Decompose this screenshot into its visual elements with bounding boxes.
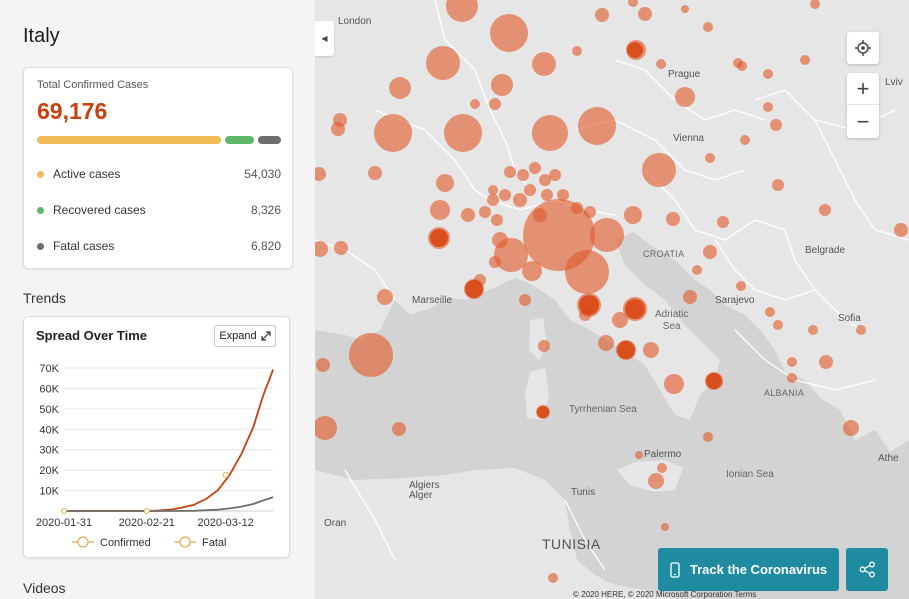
locate-icon (855, 40, 871, 56)
map-label-prague: Prague (668, 69, 701, 80)
y-tick-label: 60K (39, 383, 59, 395)
map-label-tunis: Tunis (571, 487, 596, 498)
case-bubbles (315, 0, 908, 583)
active-cases-value: 54,030 (244, 167, 281, 181)
data-point-marker (222, 471, 229, 478)
spread-over-time-card: Spread Over Time Expand 10K 20K 30K 40K 50K 6… (23, 316, 290, 558)
chevron-left-icon: ◀ (321, 34, 328, 43)
map-label-oran: Oran (324, 518, 347, 529)
zoom-in-button[interactable]: + (847, 73, 879, 105)
map-label-sarajevo: Sarajevo (715, 295, 755, 306)
track-coronavirus-button[interactable]: Track the Coronavirus (658, 548, 839, 591)
map-label-tunisia: TUNISIA (542, 536, 601, 552)
trends-section-title: Trends (23, 290, 67, 306)
map-label-tyrrhenian-sea: Tyrrhenian Sea (569, 404, 637, 415)
fatal-cases-row: Fatal cases 6,820 (37, 238, 281, 256)
map-label-vienna: Vienna (673, 133, 704, 144)
map-label-sofia: Sofia (838, 313, 861, 324)
spread-line-chart: 10K 20K 30K 40K 50K 60K 70K 2020-01-31 2020-02-2… (36, 363, 274, 549)
fatal-cases-value: 6,820 (250, 239, 281, 253)
country-title: Italy (23, 25, 60, 47)
recovered-dot-icon (37, 207, 44, 214)
recovered-cases-row: Recovered cases 8,326 (37, 202, 281, 220)
confirmed-cases-card: Total Confirmed Cases 69,176 Active case… (23, 67, 293, 269)
map-view[interactable]: London Prague Lviv Vienna CROATIA Belgra… (315, 0, 909, 599)
map-label-lviv: Lviv (885, 77, 903, 88)
y-tick-label: 30K (39, 445, 59, 457)
map-label-marseille: Marseille (412, 295, 453, 306)
active-cases-row: Active cases 54,030 (37, 166, 281, 184)
locate-button[interactable] (847, 32, 879, 64)
active-cases-label: Active cases (53, 167, 121, 181)
active-bar (37, 136, 221, 144)
map-label-athens: Athe (878, 453, 899, 464)
total-cases-label: Total Confirmed Cases (37, 79, 149, 91)
x-tick-label: 2020-03-12 (198, 517, 254, 529)
map-label-albania: ALBANIA (764, 388, 805, 398)
zoom-controls: + − (847, 73, 879, 138)
expand-button[interactable]: Expand (214, 325, 276, 347)
map-label-london: London (338, 16, 372, 27)
x-tick-label: 2020-02-21 (119, 517, 175, 529)
recovered-cases-value: 8,326 (250, 203, 281, 217)
expand-button-label: Expand (219, 330, 257, 342)
map-label-belgrade: Belgrade (805, 245, 846, 256)
collapse-sidebar-button[interactable]: ◀ (315, 21, 334, 56)
y-tick-label: 70K (39, 363, 59, 375)
y-tick-label: 50K (39, 404, 59, 416)
fatal-dot-icon (37, 243, 44, 250)
legend-label-confirmed: Confirmed (100, 537, 151, 549)
recovered-bar (225, 136, 254, 144)
map-label-adriatic-sea: Adriatic Sea (655, 309, 689, 332)
map-label-algiers: Algiers Alger (409, 480, 440, 501)
data-point-marker (61, 508, 67, 514)
expand-arrow-icon (261, 331, 271, 341)
y-tick-label: 20K (39, 465, 59, 477)
videos-section-title: Videos (23, 580, 66, 596)
sidebar: Italy Total Confirmed Cases 69,176 Activ… (0, 0, 315, 599)
cases-breakdown-bar (37, 136, 281, 144)
phone-icon (670, 561, 680, 578)
map-label-palermo: Palermo (644, 449, 682, 460)
trend-card-title: Spread Over Time (36, 328, 148, 343)
series-line-confirmed (64, 369, 274, 512)
track-coronavirus-label: Track the Coronavirus (689, 562, 828, 577)
zoom-out-button[interactable]: − (856, 109, 870, 134)
total-cases-value: 69,176 (37, 98, 108, 124)
map-copyright: © 2020 HERE, © 2020 Microsoft Corporatio… (573, 590, 757, 599)
map-label-ionian-sea: Ionian Sea (726, 469, 774, 480)
y-tick-label: 10K (39, 486, 59, 498)
legend-swatch-marker (179, 536, 191, 548)
recovered-cases-label: Recovered cases (53, 203, 146, 217)
active-dot-icon (37, 171, 44, 178)
fatal-cases-label: Fatal cases (53, 239, 115, 253)
x-tick-label: 2020-01-31 (36, 517, 92, 529)
legend-label-fatal: Fatal (202, 537, 226, 549)
series-line-fatal (64, 496, 274, 512)
map-label-croatia: CROATIA (643, 249, 685, 259)
y-tick-label: 40K (39, 424, 59, 436)
share-icon (859, 561, 875, 578)
legend-swatch-marker (77, 536, 89, 548)
fatal-bar (258, 136, 281, 144)
share-button[interactable] (846, 548, 888, 591)
data-point-marker (143, 507, 150, 514)
